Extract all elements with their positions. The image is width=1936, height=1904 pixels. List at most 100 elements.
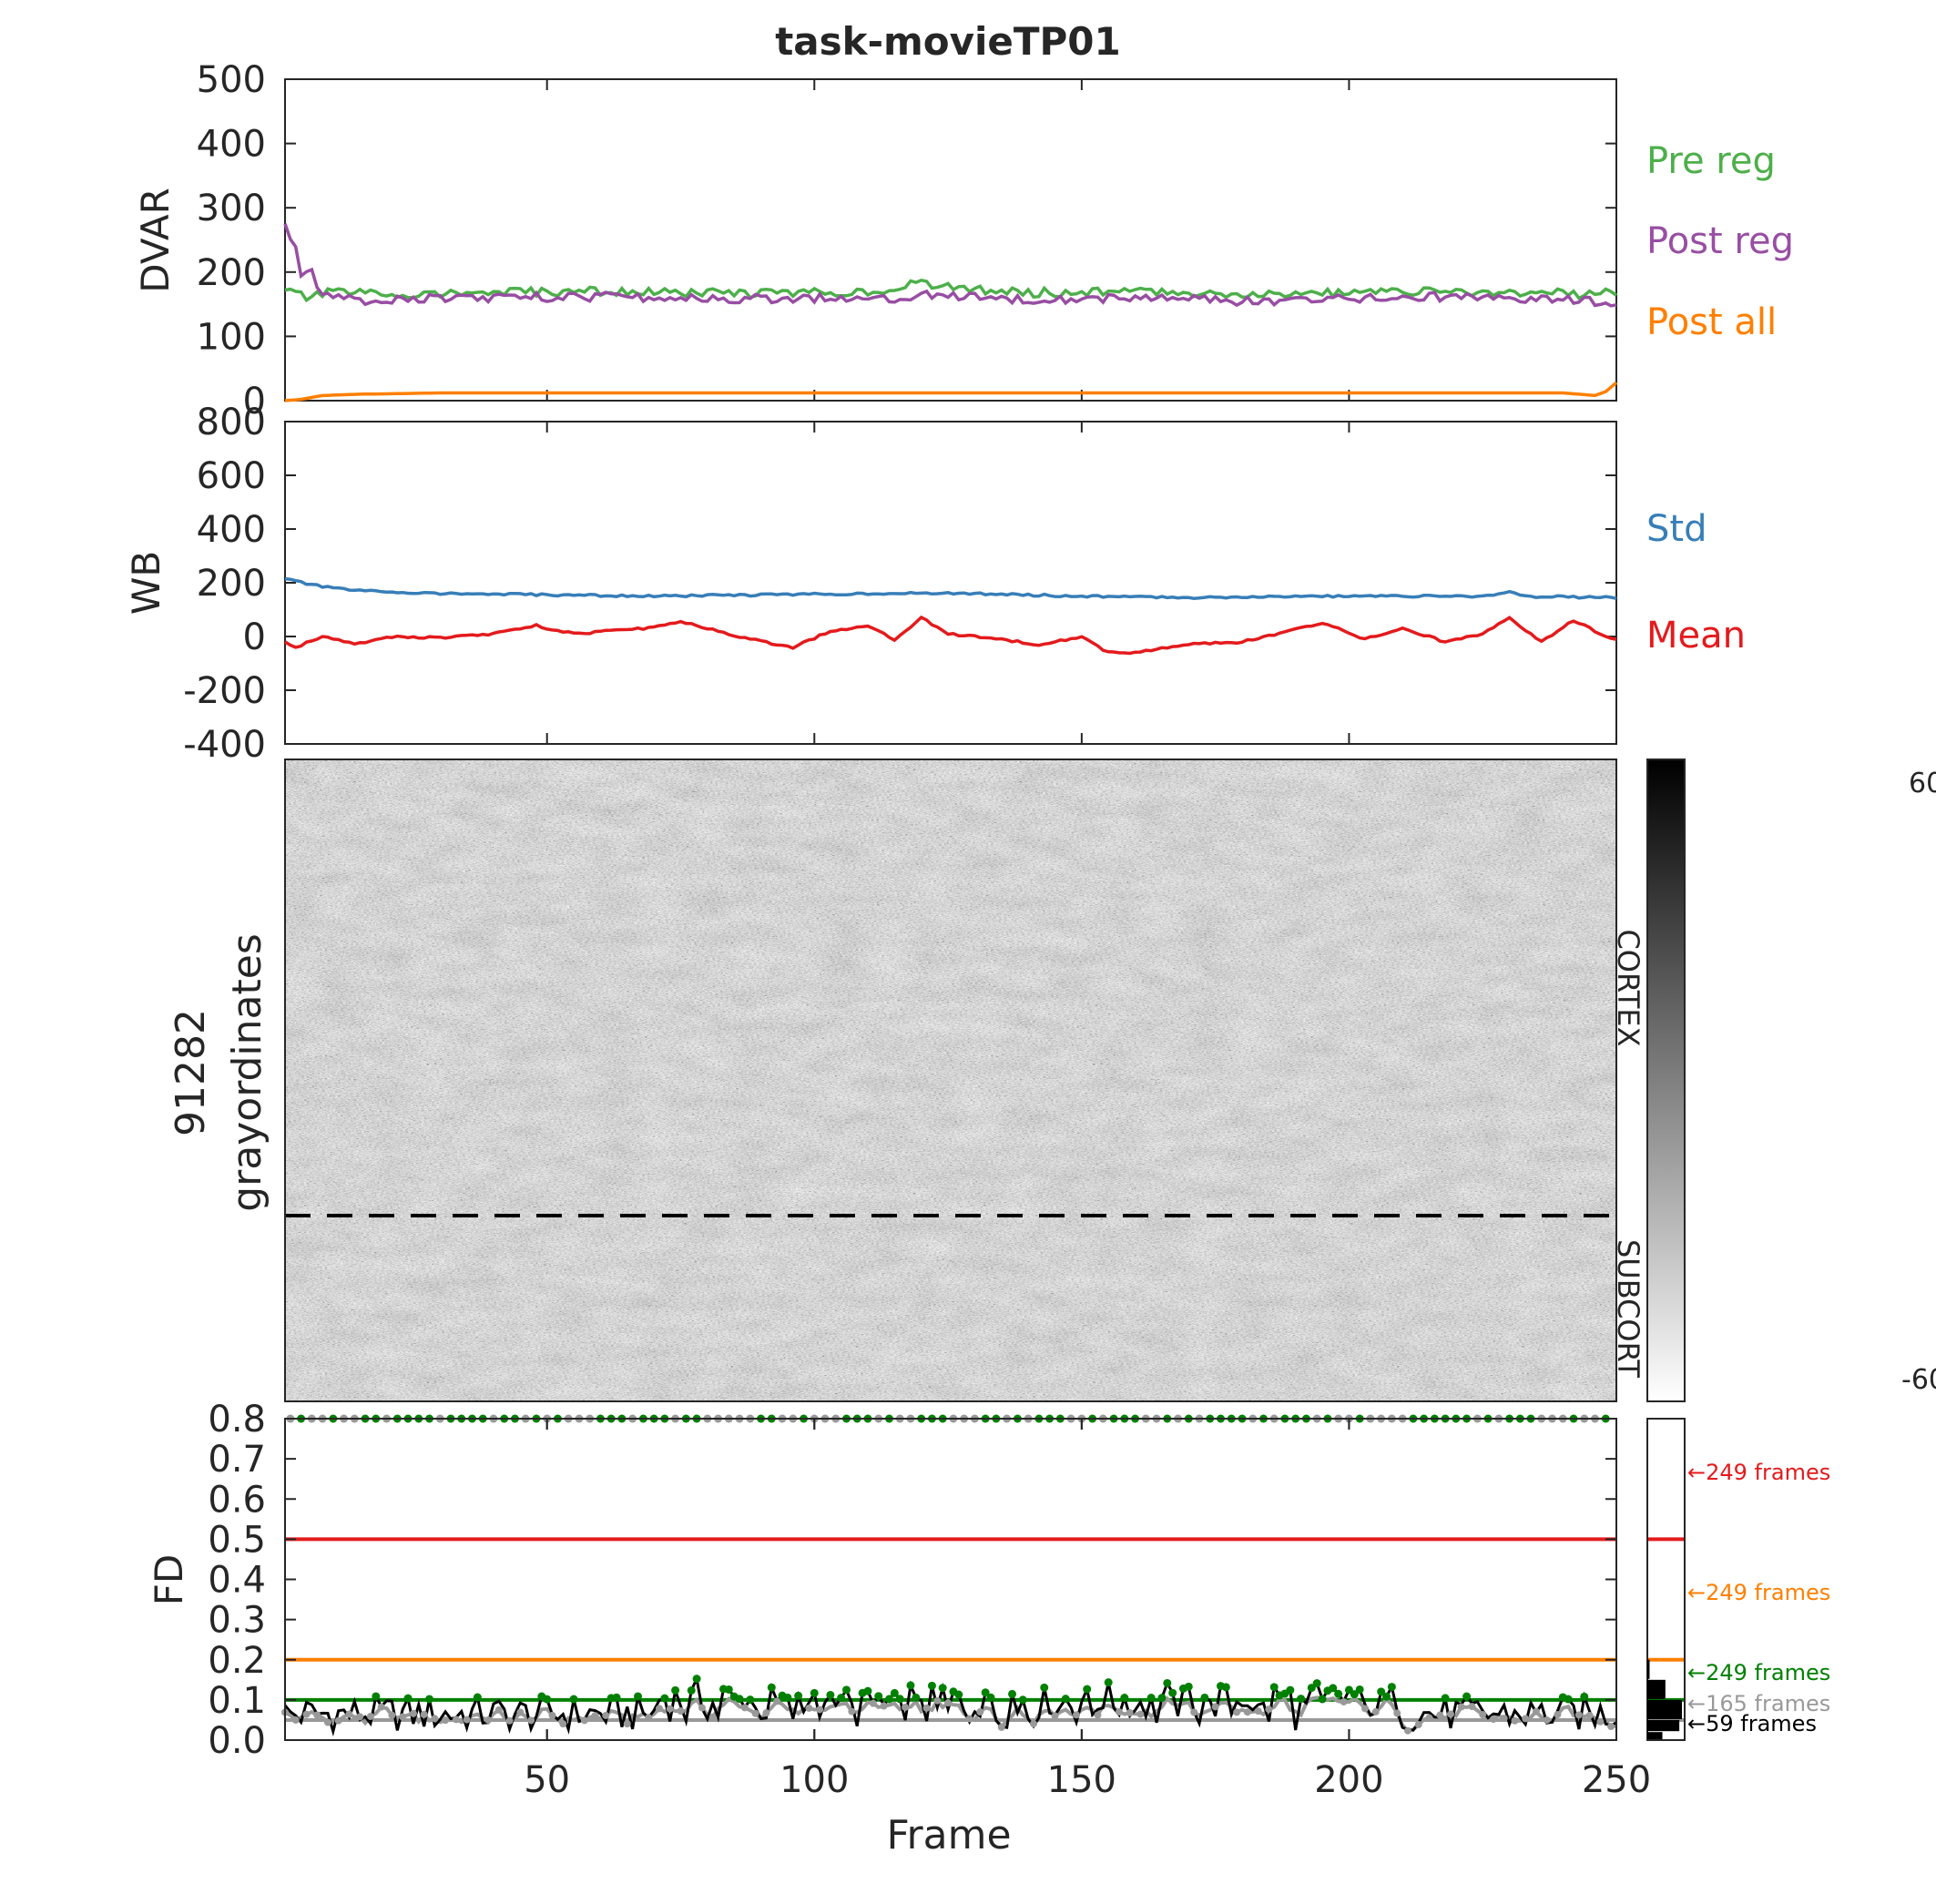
ytick-label: 500 bbox=[197, 59, 266, 101]
ytick-label: 0.7 bbox=[208, 1439, 266, 1481]
fd-filtered-point bbox=[1136, 1710, 1145, 1718]
fd-filtered-point bbox=[656, 1705, 664, 1713]
fd-filtered-point bbox=[1072, 1711, 1080, 1719]
fd-high-point bbox=[425, 1695, 434, 1704]
fd-high-point bbox=[724, 1685, 733, 1694]
fd-high-point bbox=[1120, 1694, 1129, 1703]
fd-high-point bbox=[1184, 1682, 1193, 1691]
fd-filtered-point bbox=[1596, 1717, 1605, 1726]
fd-high-point bbox=[1297, 1695, 1306, 1704]
fd-filtered-point bbox=[816, 1705, 824, 1714]
fd-high-point bbox=[874, 1692, 883, 1701]
ytick-label: 0.4 bbox=[208, 1560, 266, 1602]
fd-filtered-point bbox=[463, 1716, 471, 1724]
fd-high-point bbox=[692, 1675, 701, 1684]
fd-high-point bbox=[1441, 1694, 1450, 1703]
fd-high-point bbox=[884, 1695, 893, 1704]
colorbar-max-label: 60 bbox=[1909, 768, 1936, 799]
cortex-label: CORTEX bbox=[1611, 929, 1646, 1046]
histogram-bar bbox=[1647, 1719, 1680, 1732]
xtick-label: 50 bbox=[524, 1759, 570, 1801]
fd-histogram-axes bbox=[1646, 1418, 1686, 1741]
fd-filtered-point bbox=[1607, 1722, 1615, 1730]
threshold-annotation: ←59 frames bbox=[1687, 1711, 1817, 1736]
ytick-label: 400 bbox=[197, 509, 266, 551]
ytick-label: 400 bbox=[197, 124, 266, 166]
fd-high-point bbox=[671, 1685, 680, 1695]
fd-filtered-point bbox=[708, 1713, 717, 1721]
dvar-panel: 0 100 200 300 400 500 DVAR Pre reg Post reg P… bbox=[133, 59, 1794, 423]
fd-filtered-point bbox=[997, 1723, 1005, 1731]
xtick-label: 100 bbox=[779, 1759, 849, 1801]
heatmap-ylabel-units: grayordinates bbox=[224, 933, 270, 1212]
colorbar-min-label: -60 bbox=[1901, 1364, 1936, 1396]
threshold-annotation: ←249 frames bbox=[1687, 1660, 1830, 1685]
fd-filtered-point bbox=[1532, 1707, 1540, 1716]
fd-filtered-point bbox=[677, 1707, 685, 1716]
ytick-label: 200 bbox=[197, 563, 266, 605]
fd-filtered-point bbox=[516, 1708, 525, 1716]
fd-filtered-point bbox=[313, 1711, 321, 1719]
fd-filtered-point bbox=[751, 1709, 759, 1717]
fd-filtered-point bbox=[762, 1709, 770, 1717]
fd-high-point bbox=[1318, 1695, 1327, 1704]
fd-high-point bbox=[1040, 1683, 1049, 1692]
dvar-ylabel: DVAR bbox=[133, 188, 178, 293]
fd-high-point bbox=[612, 1693, 621, 1702]
fd-filtered-point bbox=[377, 1703, 385, 1711]
series-line-pre-reg bbox=[284, 278, 1617, 303]
fd-filtered-point bbox=[944, 1699, 953, 1707]
colorbar bbox=[1646, 759, 1686, 1402]
fd-filtered-point bbox=[1543, 1716, 1551, 1724]
fd-high-point bbox=[895, 1695, 904, 1704]
fd-filtered-point bbox=[1190, 1708, 1198, 1716]
fd-filtered-point bbox=[1371, 1707, 1380, 1716]
fd-filtered-point bbox=[452, 1716, 460, 1724]
fd-high-point bbox=[767, 1683, 776, 1692]
fd-filtered-point bbox=[323, 1718, 331, 1726]
legend-mean: Mean bbox=[1646, 615, 1746, 657]
fd-high-point bbox=[842, 1685, 851, 1695]
fd-filtered-point bbox=[965, 1715, 973, 1723]
fd-filtered-point bbox=[1211, 1703, 1219, 1711]
fd-high-point bbox=[1355, 1685, 1364, 1694]
fd-filtered-point bbox=[420, 1710, 428, 1718]
ytick-label: -200 bbox=[183, 670, 266, 712]
fd-high-point bbox=[981, 1688, 990, 1697]
fd-high-point bbox=[810, 1688, 819, 1697]
fd-high-point bbox=[783, 1693, 792, 1702]
legend-post-reg: Post reg bbox=[1646, 220, 1794, 262]
fd-high-point bbox=[1350, 1690, 1359, 1699]
fd-filtered-point bbox=[1393, 1709, 1401, 1717]
histogram-bar bbox=[1647, 1732, 1663, 1739]
fd-filtered-point bbox=[740, 1704, 749, 1712]
fd-panel: 0.00.10.20.30.40.50.60.70.8 50 100 150 200 2… bbox=[147, 1399, 1830, 1858]
fd-high-point bbox=[660, 1694, 669, 1703]
fd-high-point bbox=[1286, 1685, 1295, 1695]
fd-high-point bbox=[1377, 1687, 1386, 1696]
threshold-annotation: ←165 frames bbox=[1687, 1691, 1830, 1716]
ytick-label: 0.6 bbox=[208, 1479, 266, 1521]
fd-ylabel: FD bbox=[147, 1554, 191, 1606]
fd-filtered-point bbox=[1457, 1703, 1465, 1711]
ytick-label: 0.2 bbox=[208, 1640, 266, 1682]
fd-high-point bbox=[634, 1692, 643, 1701]
fd-high-point bbox=[1387, 1683, 1396, 1692]
fd-xlabel: Frame bbox=[886, 1812, 1011, 1858]
fd-filtered-point bbox=[1414, 1720, 1422, 1728]
ytick-label: 100 bbox=[197, 316, 266, 358]
fd-filtered-point bbox=[591, 1712, 599, 1720]
wb-ylabel: WB bbox=[124, 551, 168, 615]
heatmap-axes bbox=[284, 759, 1617, 1402]
ytick-label: 0 bbox=[243, 616, 266, 658]
fd-filtered-point bbox=[484, 1716, 493, 1724]
ytick-label: 300 bbox=[197, 188, 266, 229]
ytick-label: 0 bbox=[243, 381, 266, 423]
fd-filtered-point bbox=[356, 1713, 364, 1721]
legend-std: Std bbox=[1646, 508, 1707, 550]
fd-high-point bbox=[906, 1681, 915, 1690]
fd-filtered-point bbox=[548, 1711, 556, 1719]
fd-high-point bbox=[543, 1695, 552, 1704]
histogram-bar bbox=[1647, 1679, 1666, 1699]
fd-filtered-point bbox=[334, 1716, 342, 1725]
